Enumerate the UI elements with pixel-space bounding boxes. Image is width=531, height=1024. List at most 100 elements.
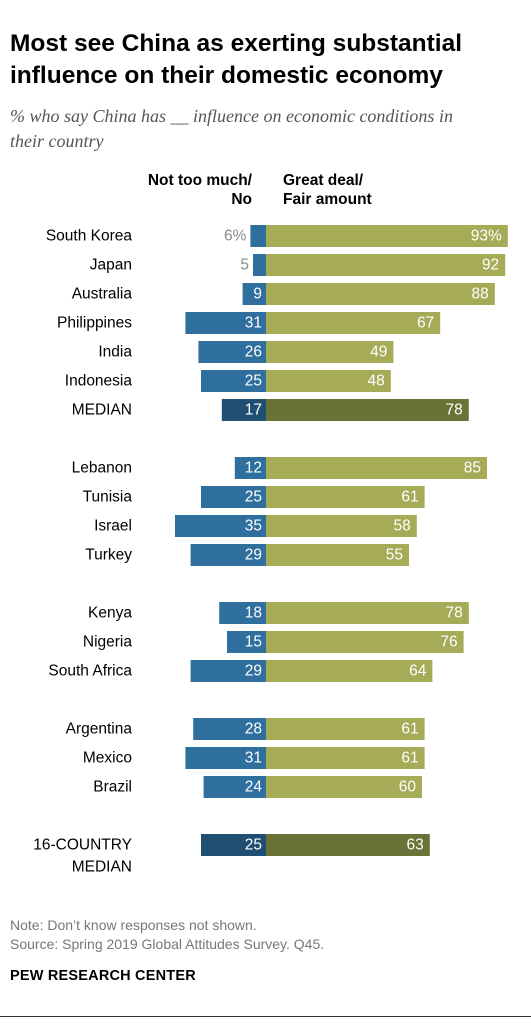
bar-no-lebanon	[234, 457, 266, 479]
value-no-indonesia: 25	[245, 373, 262, 390]
legend-not-too-much-line1: Not too much/	[147, 172, 252, 189]
bar-no-turkey	[190, 544, 266, 566]
bar-great-israel	[266, 515, 417, 537]
bar-no-kenya	[219, 602, 266, 624]
value-no-tunisia: 25	[245, 489, 262, 506]
value-no-kenya: 18	[245, 605, 262, 622]
value-great-argentina: 61	[401, 721, 418, 738]
category-label-india: India	[98, 344, 132, 361]
bar-no-argentina	[193, 718, 266, 740]
category-label-south-korea: South Korea	[46, 228, 133, 245]
bar-no-australia	[242, 283, 266, 305]
value-great-south-africa: 64	[409, 663, 427, 680]
bar-no-philippines	[185, 312, 266, 334]
bar-great-16-country-median	[266, 834, 430, 856]
note-text: Note: Don’t know responses not shown.	[10, 917, 257, 933]
value-no-australia: 9	[253, 286, 262, 303]
category-label-nigeria: Nigeria	[83, 634, 132, 651]
category-label-brazil: Brazil	[93, 779, 132, 796]
value-no-mexico: 31	[245, 750, 262, 767]
category-label-turkey: Turkey	[85, 547, 132, 564]
bar-no-indonesia	[201, 370, 266, 392]
bar-great-lebanon	[266, 457, 487, 479]
value-no-india: 26	[245, 344, 262, 361]
chart-subtitle: % who say China has __ influence on econ…	[10, 106, 453, 151]
bar-great-india	[266, 341, 394, 363]
value-great-16-country-median: 63	[407, 837, 424, 854]
value-great-israel: 58	[394, 518, 411, 535]
value-no-lebanon: 12	[245, 460, 262, 477]
category-label-kenya: Kenya	[88, 605, 132, 622]
category-label-philippines: Philippines	[57, 315, 132, 332]
chart-title: Most see China as exerting substantial i…	[10, 30, 463, 89]
value-great-indonesia: 48	[368, 373, 385, 390]
value-great-lebanon: 85	[464, 460, 481, 477]
bar-great-tunisia	[266, 486, 425, 508]
diverging-bar-chart: South Korea 6% 93% Japan 5 92 Australia 9 88 Phil…	[33, 225, 508, 876]
value-great-south-korea: 93%	[471, 228, 502, 245]
bar-no-brazil	[203, 776, 266, 798]
bar-no-israel	[175, 515, 266, 537]
source-text: Source: Spring 2019 Global Attitudes Sur…	[10, 936, 325, 952]
bar-great-japan	[266, 254, 506, 276]
value-no-south-africa: 29	[245, 663, 262, 680]
value-great-median: 78	[446, 402, 463, 419]
bottom-rule	[0, 1016, 531, 1017]
value-no-japan: 5	[240, 257, 249, 274]
legend-great-deal-line2: Fair amount	[283, 191, 372, 208]
bar-great-philippines	[266, 312, 441, 334]
value-great-australia: 88	[472, 286, 489, 303]
category-label-indonesia: Indonesia	[65, 373, 133, 390]
value-great-nigeria: 76	[440, 634, 457, 651]
value-great-brazil: 60	[399, 779, 417, 796]
footnote: Note: Don’t know responses not shown. So…	[10, 916, 324, 954]
bar-great-south-korea	[266, 225, 508, 247]
bar-great-turkey	[266, 544, 409, 566]
bar-great-nigeria	[266, 631, 464, 653]
value-no-argentina: 28	[245, 721, 262, 738]
bar-no-median	[221, 399, 266, 421]
bar-great-median	[266, 399, 469, 421]
bar-no-south-korea	[250, 225, 266, 247]
value-great-turkey: 55	[386, 547, 403, 564]
legend-great-deal: Great deal/ Fair amount	[283, 171, 483, 209]
bar-no-japan	[253, 254, 266, 276]
value-no-philippines: 31	[245, 315, 262, 332]
bar-great-mexico	[266, 747, 425, 769]
category-label-australia: Australia	[72, 286, 133, 303]
bar-no-india	[198, 341, 266, 363]
category-label-argentina: Argentina	[66, 721, 133, 738]
category-label-median: MEDIAN	[72, 402, 132, 419]
value-no-16-country-median: 25	[245, 837, 262, 854]
value-no-south-korea: 6%	[224, 228, 247, 245]
bar-no-south-africa	[190, 660, 266, 682]
value-no-turkey: 29	[245, 547, 262, 564]
bar-great-kenya	[266, 602, 469, 624]
bar-great-australia	[266, 283, 495, 305]
bar-no-mexico	[185, 747, 266, 769]
value-no-israel: 35	[245, 518, 262, 535]
legend-great-deal-line1: Great deal/	[283, 172, 364, 189]
bar-great-argentina	[266, 718, 425, 740]
bar-no-tunisia	[201, 486, 266, 508]
bar-great-indonesia	[266, 370, 391, 392]
value-great-japan: 92	[482, 257, 499, 274]
category-label-16-country-median-2: MEDIAN	[72, 859, 132, 876]
category-label-tunisia: Tunisia	[83, 489, 133, 506]
value-no-brazil: 24	[245, 779, 263, 796]
category-label-israel: Israel	[94, 518, 132, 535]
bar-great-south-africa	[266, 660, 433, 682]
legend-not-too-much-line2: No	[231, 191, 252, 208]
value-no-nigeria: 15	[245, 634, 262, 651]
value-great-kenya: 78	[446, 605, 463, 622]
category-label-mexico: Mexico	[83, 750, 132, 767]
bar-no-nigeria	[227, 631, 266, 653]
category-label-south-africa: South Africa	[48, 663, 132, 680]
value-great-india: 49	[370, 344, 387, 361]
value-great-tunisia: 61	[401, 489, 418, 506]
value-great-mexico: 61	[401, 750, 418, 767]
category-label-lebanon: Lebanon	[72, 460, 132, 477]
legend-not-too-much: Not too much/ No	[112, 171, 252, 209]
bar-no-16-country-median	[201, 834, 266, 856]
bar-great-brazil	[266, 776, 422, 798]
